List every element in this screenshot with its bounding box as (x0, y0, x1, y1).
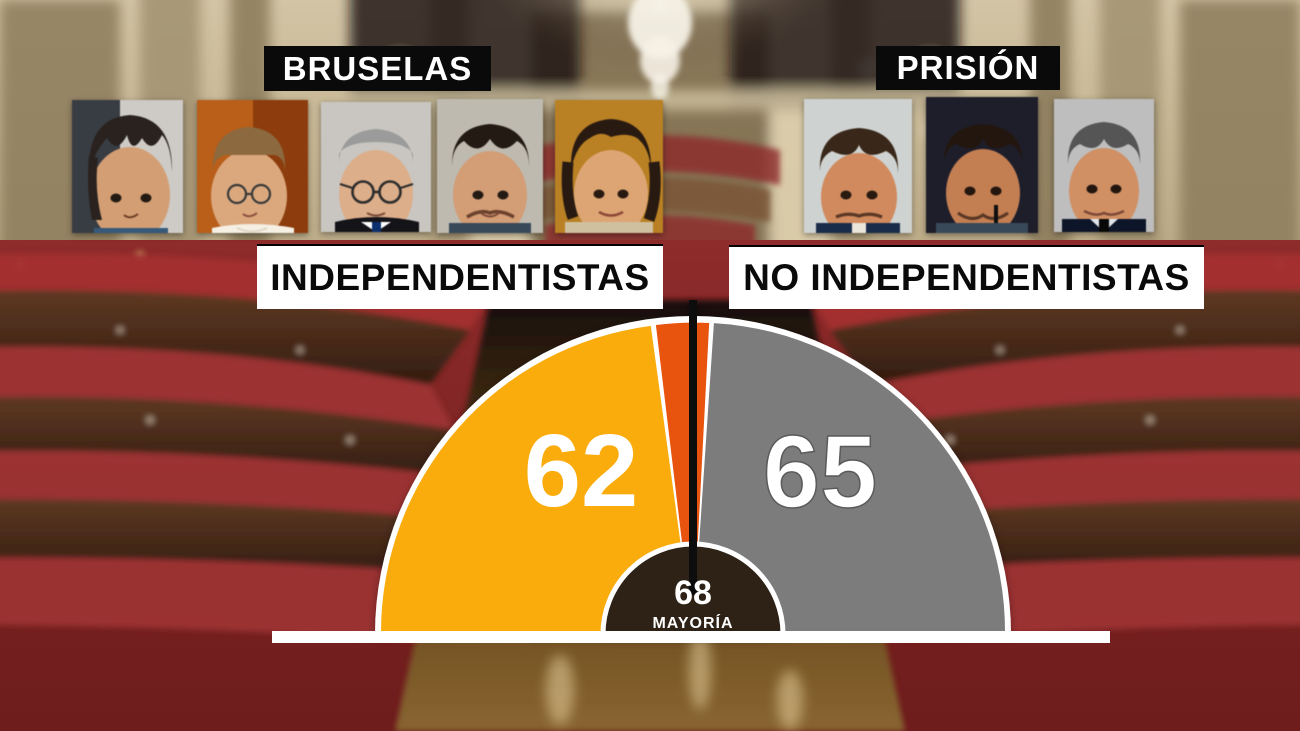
svg-text:MAYORÍA: MAYORÍA (652, 613, 733, 632)
svg-text:65: 65 (763, 414, 878, 529)
svg-text:62: 62 (524, 413, 639, 528)
svg-text:68: 68 (674, 574, 712, 612)
